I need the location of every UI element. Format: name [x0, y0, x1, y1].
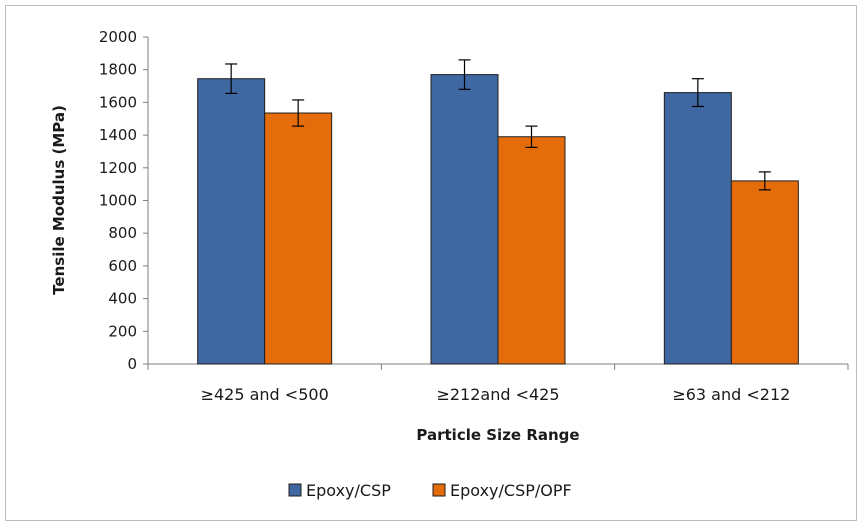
x-category-label: ≥425 and <500: [201, 385, 329, 404]
bar-epoxy-csp-opf: [497, 136, 566, 365]
y-tick-label: 200: [108, 322, 137, 340]
y-tick-label: 1400: [99, 126, 137, 144]
y-tick-label: 800: [108, 224, 137, 242]
y-tick-label: 0: [127, 355, 137, 373]
legend-label: Epoxy/CSP/OPF: [450, 481, 572, 500]
y-tick-label: 600: [108, 257, 137, 275]
bar-epoxy-csp: [197, 78, 266, 365]
y-tick-label: 1800: [99, 61, 137, 79]
bar-epoxy-csp: [430, 74, 499, 365]
legend-label: Epoxy/CSP: [306, 481, 391, 500]
legend-swatch: [432, 483, 446, 497]
y-tick-label: 1000: [99, 192, 137, 210]
bar-epoxy-csp: [663, 92, 732, 365]
y-tick-label: 2000: [99, 28, 137, 46]
x-category-label: ≥212and <425: [436, 385, 559, 404]
x-axis-title: Particle Size Range: [416, 426, 579, 444]
legend-swatch: [288, 483, 302, 497]
y-tick-label: 400: [108, 290, 137, 308]
x-category-label: ≥63 and <212: [672, 385, 790, 404]
bar-epoxy-csp-opf: [264, 112, 333, 365]
bar-epoxy-csp-opf: [730, 180, 799, 365]
y-tick-label: 1600: [99, 93, 137, 111]
y-axis-title: Tensile Modulus (MPa): [50, 105, 68, 295]
y-tick-label: 1200: [99, 159, 137, 177]
